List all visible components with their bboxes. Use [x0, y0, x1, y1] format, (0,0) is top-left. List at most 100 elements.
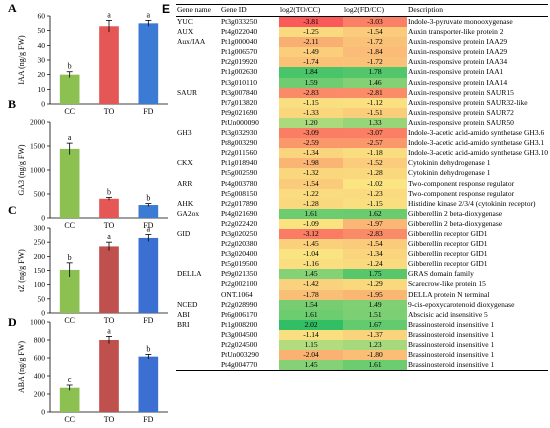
panel-letter-a: A — [8, 1, 17, 15]
gene-name-cell — [176, 279, 220, 289]
significance-letter: a — [107, 326, 111, 335]
log2-to-cc-cell: -3.09 — [279, 128, 343, 139]
description-cell: Auxin-responsive protein SAUR50 — [408, 117, 514, 127]
gene-name-cell: CKX — [177, 158, 193, 168]
gene-id-cell: Pt6g006170 — [221, 309, 258, 319]
log2-to-cc-cell: -1.98 — [279, 158, 343, 169]
gene-name-cell — [176, 98, 220, 108]
gene-expression-table-container: Gene name Gene ID log2(TO/CC) log2(FD/CC… — [176, 4, 550, 372]
log2-fd-cc-cell: -1.02 — [343, 178, 407, 189]
x-tick-label: TO — [104, 316, 115, 325]
significance-letter: a — [107, 10, 111, 19]
gene-id-cell: Pt1g006570 — [221, 47, 258, 57]
gene-id-cell: PtUn003290 — [221, 350, 259, 360]
gene-id-cell: Pt4g003780 — [221, 178, 258, 188]
y-tick-label: 150 — [34, 266, 46, 275]
gene-id-cell: Pt2g002100 — [221, 279, 258, 289]
description-cell: Auxin-responsive protein IAA29 — [408, 47, 508, 57]
log2-fd-cc-cell: -1.95 — [343, 289, 407, 300]
log2-fd-cc-cell: -1.12 — [343, 97, 407, 108]
x-tick-label: CC — [64, 415, 75, 424]
gene-name-cell — [176, 259, 220, 269]
bar-to — [99, 198, 119, 218]
description-cell: Brassinosteroid insensitive 1 — [407, 360, 548, 372]
table-row: PtUn000090 1.20 1.33 Auxin-responsive prote… — [176, 117, 548, 129]
log2-to-cc-cell: 1.45 — [279, 269, 343, 280]
table-row: DELLA Pt9g021350 1.45 1.75 GRAS domain famil… — [176, 269, 548, 280]
log2-to-cc-cell: -1.14 — [279, 329, 343, 340]
log2-fd-cc-cell: 1.67 — [343, 319, 407, 330]
y-tick-label: 1000 — [30, 166, 45, 175]
gene-name-cell — [176, 340, 220, 350]
y-tick-label: 60 — [38, 12, 46, 21]
gene-id-cell: Pt5g002590 — [221, 168, 258, 178]
log2-fd-cc-cell: -1.51 — [343, 107, 407, 118]
table-row: GA2ox Pt4g021690 1.61 1.62 Gibberellin 2 bet… — [176, 208, 548, 219]
log2-fd-cc-cell: -3.07 — [343, 128, 407, 139]
gene-name-cell — [176, 148, 220, 158]
gene-id-cell: Pt4g022040 — [221, 27, 258, 37]
log2-to-cc-cell: 1.15 — [279, 340, 343, 351]
gene-id-cell: Pt2g020380 — [221, 239, 258, 249]
gene-id-cell: Pt4g021690 — [221, 208, 258, 218]
gene-id-cell: Pt1g002630 — [221, 67, 258, 77]
significance-letter: c — [68, 375, 72, 384]
significance-letter: b — [68, 62, 72, 71]
log2-fd-cc-cell: -1.28 — [343, 168, 407, 179]
log2-fd-cc-cell: -1.72 — [343, 57, 407, 68]
gene-name-cell — [176, 67, 220, 77]
description-cell: Brassinosteroid insensitive 1 — [408, 319, 495, 329]
description-cell: Auxin-responsive protein IAA14 — [408, 77, 508, 87]
gene-id-cell: Pt2g011560 — [221, 148, 257, 158]
gene-id-cell: Pt1g008200 — [221, 319, 258, 329]
table-row: GID Pt3g020250 -3.12 -2.83 Gibberellin recep… — [176, 228, 548, 240]
description-cell: Gibberellin receptor GID1 — [408, 249, 488, 259]
gene-name-cell — [176, 350, 220, 360]
gene-id-cell: Pt3g010110 — [221, 77, 257, 87]
gene-name-cell — [176, 360, 220, 372]
gene-name-cell: BRI — [177, 319, 190, 329]
gene-name-cell — [176, 290, 220, 300]
log2-fd-cc-cell: 1.23 — [343, 340, 407, 351]
table-row: Pt7g013820 -1.15 -1.12 Auxin-responsive pro… — [176, 97, 548, 108]
y-tick-label: 300 — [34, 224, 46, 233]
log2-to-cc-cell: -3.12 — [279, 228, 343, 240]
y-tick-label: 0 — [41, 214, 45, 223]
x-tick-label: TO — [104, 221, 115, 230]
description-cell: Brassinosteroid insensitive 1 — [408, 329, 495, 339]
log2-fd-cc-cell: 1.51 — [343, 309, 407, 320]
description-cell: Gibberellin receptor GID1 — [408, 239, 488, 249]
description-cell: Cytokinin dehydrogenase 1 — [408, 158, 491, 168]
y-tick-label: 2000 — [30, 118, 45, 127]
significance-letter: a — [147, 225, 151, 234]
description-cell: Histidine kinase 2/3/4 (cytokinin recept… — [408, 198, 536, 208]
table-row: ONT.1064 -1.78 -1.95 DELLA protein N termin… — [176, 289, 548, 300]
description-cell: DELLA protein N terminal — [408, 289, 490, 299]
log2-to-cc-cell: -1.33 — [279, 107, 343, 118]
gene-name-cell: ARR — [177, 178, 193, 188]
log2-to-cc-cell: -1.45 — [279, 239, 343, 250]
gene-name-cell: DELLA — [177, 269, 202, 279]
log2-fd-cc-cell: -1.37 — [343, 329, 407, 340]
x-tick-label: FD — [143, 107, 153, 116]
panel-letter-e: E — [162, 2, 171, 16]
log2-to-cc-cell: 1.61 — [279, 309, 343, 320]
gene-id-cell: Pt2g028990 — [221, 299, 258, 309]
table-row: AUX Pt4g022040 -1.25 -1.54 Auxin transporter… — [176, 27, 548, 38]
significance-letter: a — [147, 10, 151, 19]
bar-fd — [138, 237, 159, 313]
description-cell: GRAS domain family — [408, 269, 474, 279]
table-row: Pt2g024500 1.15 1.23 Brassinosteroid insens… — [176, 340, 548, 351]
gene-id-cell: Pt3g020400 — [221, 249, 258, 259]
x-tick-label: CC — [64, 316, 75, 325]
y-tick-label: 30 — [38, 56, 46, 65]
description-cell: Auxin-responsive protein IAA29 — [408, 37, 508, 47]
log2-fd-cc-cell: -1.97 — [343, 218, 407, 229]
gene-id-cell: Pt3g033250 — [221, 17, 258, 26]
description-cell: Gibberellin 2 beta-dioxygenase — [408, 208, 503, 218]
gene-id-cell: Pt2g019920 — [221, 57, 258, 67]
gene-name-cell: AUX — [177, 27, 194, 37]
gene-name-cell — [176, 138, 220, 148]
gene-name-cell — [176, 219, 220, 229]
table-row: GH3 Pt3g032930 -3.09 -3.07 Indole-3-acetic a… — [176, 128, 548, 139]
